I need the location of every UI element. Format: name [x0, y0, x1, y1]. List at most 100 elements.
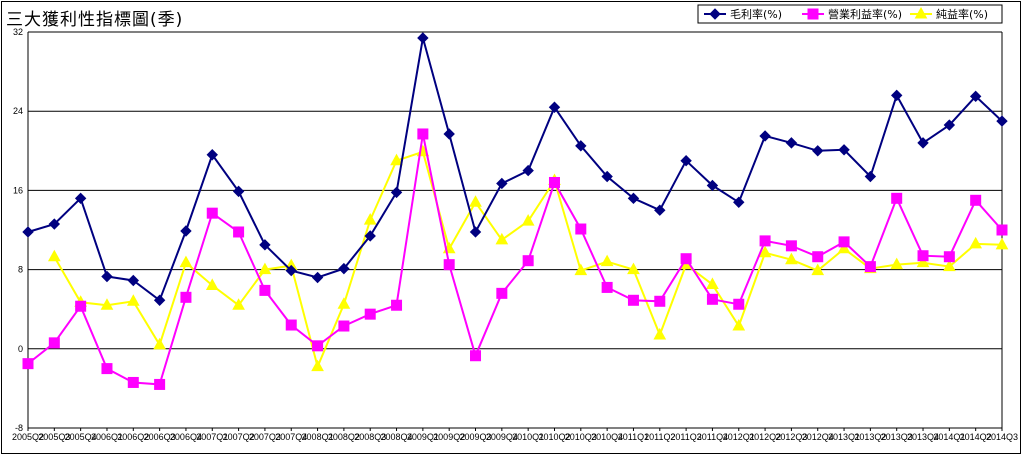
- data-point: [469, 226, 482, 238]
- data-point: [890, 89, 903, 102]
- data-point: [969, 90, 982, 103]
- data-point: [206, 207, 218, 219]
- data-point: [522, 164, 534, 177]
- data-point: [758, 245, 772, 258]
- data-point: [548, 176, 560, 188]
- data-point: [785, 240, 797, 252]
- data-point: [522, 255, 534, 267]
- x-tick-label: 2010Q4: [591, 432, 623, 442]
- data-point: [496, 287, 508, 299]
- x-tick-label: 2005Q4: [65, 432, 97, 442]
- data-point: [364, 308, 376, 320]
- data-point: [732, 318, 746, 331]
- series-line: [27, 37, 1003, 302]
- data-point: [969, 236, 983, 249]
- legend-item-net-margin: 純益率(%): [910, 6, 988, 21]
- data-point: [837, 241, 851, 254]
- data-point: [914, 6, 928, 19]
- data-point: [864, 261, 876, 273]
- data-point: [127, 376, 139, 388]
- data-point: [680, 253, 692, 265]
- x-tick-label: 2012Q3: [775, 432, 807, 442]
- data-point: [654, 204, 666, 216]
- data-point: [574, 263, 588, 276]
- x-tick-label: 2006Q3: [144, 432, 176, 442]
- data-point: [153, 337, 166, 350]
- data-point: [205, 278, 219, 290]
- data-point: [812, 145, 824, 157]
- data-point: [601, 170, 613, 183]
- x-tick-label: 2006Q2: [117, 432, 149, 442]
- x-tick-label: 2007Q3: [249, 432, 281, 442]
- data-point: [390, 153, 403, 166]
- data-point: [521, 214, 535, 226]
- data-point: [312, 340, 324, 352]
- data-point: [627, 192, 640, 205]
- y-tick-label: 24: [13, 106, 23, 116]
- data-point: [153, 294, 166, 306]
- data-point: [417, 128, 429, 140]
- series-layer: [22, 32, 1009, 390]
- data-point: [311, 271, 324, 284]
- series-gross-margin: [22, 32, 1008, 306]
- data-point: [943, 119, 956, 131]
- legend-label: 營業利益率(%): [828, 7, 902, 21]
- data-point: [785, 252, 798, 265]
- data-point: [654, 295, 666, 307]
- data-point: [100, 298, 114, 310]
- data-point: [733, 196, 745, 208]
- data-point: [970, 194, 982, 206]
- data-point: [179, 255, 193, 268]
- data-point: [338, 262, 350, 275]
- data-point: [259, 239, 271, 251]
- data-point: [653, 327, 667, 340]
- data-point: [75, 300, 87, 312]
- data-point: [364, 230, 376, 242]
- x-tick-label: 2006Q4: [170, 432, 202, 442]
- data-point: [812, 251, 824, 263]
- x-tick-label: 2013Q1: [828, 432, 860, 442]
- data-point: [470, 350, 482, 362]
- data-point: [807, 8, 819, 20]
- data-point: [101, 363, 113, 375]
- series-line: [27, 133, 1003, 386]
- y-tick-label: 16: [13, 185, 23, 195]
- x-tick-label: 2012Q4: [802, 432, 834, 442]
- x-tick-label: 2009Q4: [486, 432, 518, 442]
- data-point: [601, 281, 613, 293]
- chart-title: 三大獲利性指標圖(季): [6, 10, 184, 30]
- data-point: [548, 101, 561, 113]
- x-tick-label: 2012Q2: [749, 432, 781, 442]
- y-tick-label: 8: [18, 265, 23, 275]
- data-point: [759, 130, 771, 142]
- x-tick-label: 2014Q1: [933, 432, 965, 442]
- data-point: [126, 294, 140, 306]
- x-tick-label: 2009Q1: [407, 432, 439, 442]
- x-tick-label: 2007Q4: [275, 432, 307, 442]
- data-point: [285, 264, 297, 277]
- data-point: [785, 137, 798, 149]
- data-point: [943, 259, 956, 272]
- x-tick-label: 2011Q2: [644, 432, 675, 442]
- x-tick-label: 2013Q4: [907, 432, 939, 442]
- x-tick-label: 2006Q1: [91, 432, 123, 442]
- legend-label: 毛利率(%): [730, 7, 782, 21]
- x-tick-label: 2013Q3: [881, 432, 913, 442]
- data-point: [48, 337, 60, 349]
- data-point: [706, 179, 719, 192]
- axis-layer: -8 0 8 16 24 32 2005Q22005Q32005Q42006Q12006Q2…: [12, 27, 1018, 442]
- data-point: [916, 255, 930, 268]
- x-tick-label: 2008Q2: [328, 432, 360, 442]
- data-point: [337, 297, 351, 309]
- data-point: [733, 298, 745, 310]
- x-tick-label: 2014Q2: [960, 432, 992, 442]
- y-tick-label: 32: [13, 27, 23, 37]
- data-point: [338, 320, 350, 332]
- x-tick-label: 2008Q1: [302, 432, 334, 442]
- x-tick-label: 2009Q3: [459, 432, 491, 442]
- data-point: [575, 223, 587, 235]
- x-tick-label: 2010Q2: [538, 432, 570, 442]
- data-point: [180, 225, 192, 237]
